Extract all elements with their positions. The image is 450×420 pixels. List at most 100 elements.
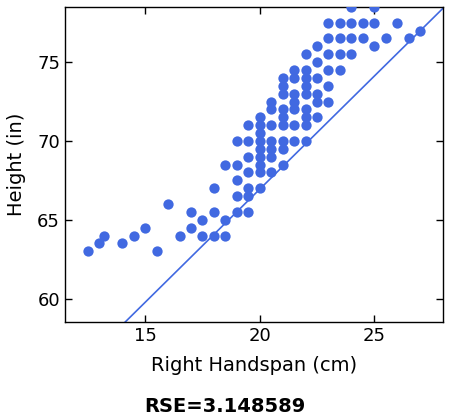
Point <box>279 138 286 144</box>
Point <box>302 82 309 89</box>
Point <box>256 114 263 121</box>
Point <box>279 161 286 168</box>
Point <box>291 122 298 129</box>
Point <box>371 43 378 50</box>
Point <box>302 74 309 81</box>
Point <box>336 19 343 26</box>
Point <box>96 240 103 247</box>
Point <box>268 106 275 113</box>
Point <box>302 106 309 113</box>
Point <box>291 67 298 74</box>
Point <box>268 145 275 152</box>
Point <box>84 248 91 255</box>
Point <box>279 122 286 129</box>
Point <box>268 98 275 105</box>
Point <box>325 35 332 42</box>
Point <box>279 106 286 113</box>
Point <box>245 138 252 144</box>
Point <box>176 232 183 239</box>
Point <box>256 161 263 168</box>
Point <box>405 35 412 42</box>
Point <box>245 122 252 129</box>
Point <box>119 240 126 247</box>
Point <box>233 193 240 199</box>
Point <box>325 82 332 89</box>
Point <box>245 153 252 160</box>
Point <box>302 67 309 74</box>
Point <box>210 209 217 215</box>
Point <box>268 122 275 129</box>
Point <box>348 19 355 26</box>
Point <box>336 35 343 42</box>
Point <box>325 51 332 58</box>
Point <box>233 177 240 184</box>
Point <box>291 106 298 113</box>
Point <box>256 169 263 176</box>
Point <box>313 74 320 81</box>
Point <box>325 67 332 74</box>
Point <box>279 114 286 121</box>
Point <box>210 232 217 239</box>
Point <box>222 216 229 223</box>
Point <box>325 98 332 105</box>
Point <box>313 59 320 66</box>
Point <box>302 114 309 121</box>
Point <box>348 4 355 10</box>
Point <box>313 114 320 121</box>
Point <box>210 185 217 192</box>
Point <box>336 67 343 74</box>
Point <box>233 161 240 168</box>
Point <box>371 19 378 26</box>
Point <box>222 232 229 239</box>
Point <box>268 138 275 144</box>
Point <box>199 216 206 223</box>
Point <box>348 51 355 58</box>
Point <box>302 138 309 144</box>
Text: RSE=3.148589: RSE=3.148589 <box>144 397 306 416</box>
Point <box>256 185 263 192</box>
Point <box>417 27 424 34</box>
Point <box>313 98 320 105</box>
X-axis label: Right Handspan (cm): Right Handspan (cm) <box>151 356 357 375</box>
Point <box>130 232 137 239</box>
Point <box>256 153 263 160</box>
Point <box>279 90 286 97</box>
Point <box>359 35 366 42</box>
Point <box>291 138 298 144</box>
Point <box>245 185 252 192</box>
Point <box>279 145 286 152</box>
Point <box>100 232 108 239</box>
Point <box>302 51 309 58</box>
Point <box>359 19 366 26</box>
Point <box>313 43 320 50</box>
Point <box>291 90 298 97</box>
Point <box>245 169 252 176</box>
Point <box>222 161 229 168</box>
Point <box>394 19 401 26</box>
Point <box>187 224 194 231</box>
Point <box>142 224 149 231</box>
Point <box>291 98 298 105</box>
Point <box>371 4 378 10</box>
Point <box>256 138 263 144</box>
Y-axis label: Height (in): Height (in) <box>7 113 26 216</box>
Point <box>302 90 309 97</box>
Point <box>153 248 160 255</box>
Point <box>233 138 240 144</box>
Point <box>336 51 343 58</box>
Point <box>199 232 206 239</box>
Point <box>325 19 332 26</box>
Point <box>291 74 298 81</box>
Point <box>256 122 263 129</box>
Point <box>233 209 240 215</box>
Point <box>245 193 252 199</box>
Point <box>268 169 275 176</box>
Point <box>256 145 263 152</box>
Point <box>256 130 263 136</box>
Point <box>279 74 286 81</box>
Point <box>164 201 171 207</box>
Point <box>245 209 252 215</box>
Point <box>268 153 275 160</box>
Point <box>279 82 286 89</box>
Point <box>348 35 355 42</box>
